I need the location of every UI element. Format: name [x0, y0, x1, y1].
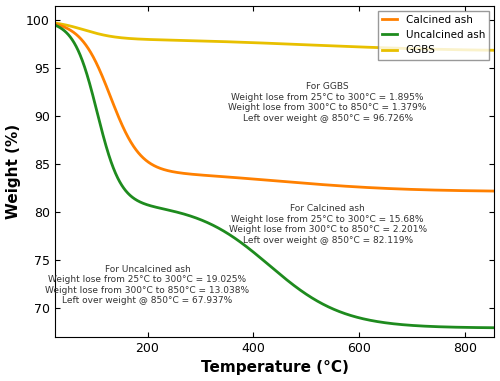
Uncalcined ash — [254, 253, 260, 257]
Line: GGBS: GGBS — [55, 23, 494, 50]
GGBS — [478, 48, 484, 53]
Calcined ash — [478, 189, 484, 193]
Line: Uncalcined ash: Uncalcined ash — [55, 25, 494, 328]
Calcined ash — [254, 177, 260, 182]
GGBS — [478, 48, 484, 53]
Calcined ash — [52, 22, 58, 26]
Text: For Uncalcined ash
Weight lose from 25°C to 300°C = 19.025%
Weight lose from 300: For Uncalcined ash Weight lose from 25°C… — [46, 265, 250, 305]
Y-axis label: Weight (%): Weight (%) — [6, 124, 20, 219]
Calcined ash — [478, 189, 484, 193]
Calcined ash — [74, 33, 80, 38]
GGBS — [398, 46, 404, 51]
Calcined ash — [398, 187, 404, 191]
Line: Calcined ash: Calcined ash — [55, 24, 494, 191]
Uncalcined ash — [398, 322, 404, 327]
Uncalcined ash — [478, 325, 484, 330]
Text: For GGBS
Weight lose from 25°C to 300°C = 1.895%
Weight lose from 300°C to 850°C: For GGBS Weight lose from 25°C to 300°C … — [228, 82, 427, 123]
GGBS — [254, 40, 260, 45]
Uncalcined ash — [74, 46, 80, 51]
Text: For Calcined ash
Weight lose from 25°C to 300°C = 15.68%
Weight lose from 300°C : For Calcined ash Weight lose from 25°C t… — [228, 205, 426, 245]
X-axis label: Temperature (°C): Temperature (°C) — [200, 360, 348, 375]
Uncalcined ash — [478, 325, 484, 330]
Calcined ash — [266, 178, 272, 182]
GGBS — [492, 48, 498, 53]
Legend: Calcined ash, Uncalcined ash, GGBS: Calcined ash, Uncalcined ash, GGBS — [378, 11, 489, 59]
GGBS — [266, 41, 272, 46]
Uncalcined ash — [52, 23, 58, 27]
Calcined ash — [492, 189, 498, 193]
Uncalcined ash — [492, 325, 498, 330]
GGBS — [74, 26, 80, 30]
GGBS — [52, 21, 58, 25]
Uncalcined ash — [266, 263, 272, 267]
